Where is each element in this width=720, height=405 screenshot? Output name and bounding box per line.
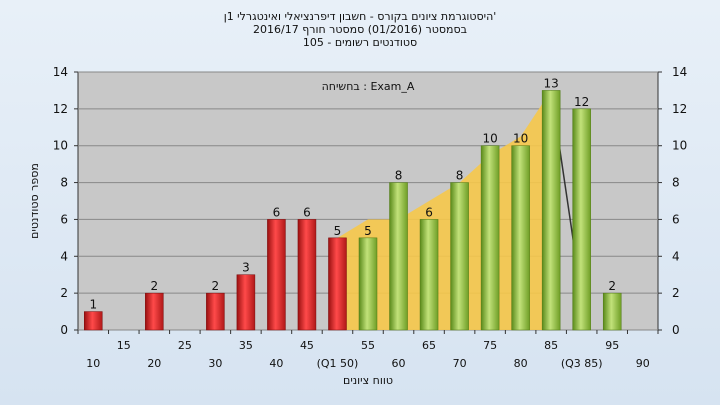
y-tick-label-left: 10 xyxy=(53,139,68,153)
bar-value-label: 2 xyxy=(608,279,616,293)
bar-value-label: 2 xyxy=(212,279,220,293)
bar-value-label: 13 xyxy=(544,76,559,90)
x-tick-label-lower: 80 xyxy=(514,357,528,370)
y-tick-label-right: 2 xyxy=(672,286,680,300)
histogram-bar xyxy=(328,237,347,331)
x-tick-label-lower: 90 xyxy=(636,357,650,370)
bar-value-label: 3 xyxy=(242,261,250,275)
x-tick-label-lower: 70 xyxy=(453,357,467,370)
x-tick-label-lower: 30 xyxy=(208,357,222,370)
bar-value-label: 5 xyxy=(334,224,342,238)
histogram-bar xyxy=(267,219,286,331)
bar-value-label: 12 xyxy=(574,95,589,109)
y-axis-label: מספר סטודנטים xyxy=(28,163,41,239)
x-tick-label-lower: 40 xyxy=(269,357,283,370)
bar-value-label: 5 xyxy=(364,224,372,238)
x-tick-label-lower: (Q3 85) xyxy=(561,357,603,370)
title-line-1: היסטוגרמת ציונים בקורס - חשבון דיפרנציאל… xyxy=(223,10,497,23)
x-tick-label-upper: 35 xyxy=(239,339,253,352)
histogram-bar xyxy=(297,219,317,331)
x-tick-label-upper: 65 xyxy=(422,339,436,352)
histogram-bar xyxy=(358,237,378,331)
x-tick-label-upper: 15 xyxy=(117,339,131,352)
bar-value-label: 1 xyxy=(89,298,97,312)
histogram-bar xyxy=(84,311,103,331)
histogram-bar xyxy=(450,182,469,331)
y-tick-label-right: 10 xyxy=(672,139,687,153)
y-tick-label-right: 0 xyxy=(672,323,680,337)
x-tick-label-lower: 20 xyxy=(147,357,161,370)
y-tick-label-left: 4 xyxy=(60,249,68,263)
y-tick-label-right: 12 xyxy=(672,102,687,116)
y-tick-label-right: 8 xyxy=(672,176,680,190)
bar-value-label: 2 xyxy=(150,279,158,293)
x-tick-label-upper: 25 xyxy=(178,339,192,352)
histogram-bar xyxy=(419,219,439,331)
x-tick-label-lower: 10 xyxy=(86,357,100,370)
title-line-3: סטודנטים רשומים - 105 xyxy=(302,36,418,49)
histogram-bar xyxy=(511,145,530,331)
bar-value-label: 8 xyxy=(456,169,464,183)
x-tick-label-lower: (Q1 50) xyxy=(317,357,359,370)
histogram-bar xyxy=(206,292,225,331)
y-tick-label-left: 6 xyxy=(60,212,68,226)
y-tick-label-left: 8 xyxy=(60,176,68,190)
histogram-bar xyxy=(145,292,164,331)
y-tick-label-left: 14 xyxy=(53,65,68,79)
bar-value-label: 10 xyxy=(482,132,497,146)
chart-title: היסטוגרמת ציונים בקורס - חשבון דיפרנציאל… xyxy=(0,10,720,49)
y-tick-label-right: 4 xyxy=(672,249,680,263)
bar-value-label: 10 xyxy=(513,132,528,146)
y-tick-label-left: 2 xyxy=(60,286,68,300)
histogram-bar xyxy=(389,182,408,331)
bar-value-label: 6 xyxy=(303,205,311,219)
annotation-label: בחשיחה : Exam_A xyxy=(322,80,415,93)
bar-value-label: 8 xyxy=(395,169,403,183)
x-tick-label-lower: 60 xyxy=(392,357,406,370)
histogram-bar xyxy=(602,292,622,331)
title-line-2: בסמסטר (01/2016) סמסטר חורף 2016/17 xyxy=(253,23,467,36)
y-tick-label-left: 0 xyxy=(60,323,68,337)
x-tick-label-upper: 55 xyxy=(361,339,375,352)
bar-value-label: 6 xyxy=(425,205,433,219)
y-tick-label-left: 12 xyxy=(53,102,68,116)
bar-value-label: 6 xyxy=(273,205,281,219)
histogram-bar xyxy=(236,274,256,331)
x-tick-label-upper: 75 xyxy=(483,339,497,352)
y-tick-label-right: 14 xyxy=(672,65,687,79)
histogram-bar xyxy=(541,90,561,331)
y-tick-label-right: 6 xyxy=(672,212,680,226)
histogram-bar xyxy=(480,145,500,331)
x-tick-label-upper: 85 xyxy=(544,339,558,352)
x-axis-label: טווח ציונים xyxy=(343,374,393,387)
x-tick-label-upper: 45 xyxy=(300,339,314,352)
histogram-bar xyxy=(572,108,591,331)
x-tick-label-upper: 95 xyxy=(605,339,619,352)
